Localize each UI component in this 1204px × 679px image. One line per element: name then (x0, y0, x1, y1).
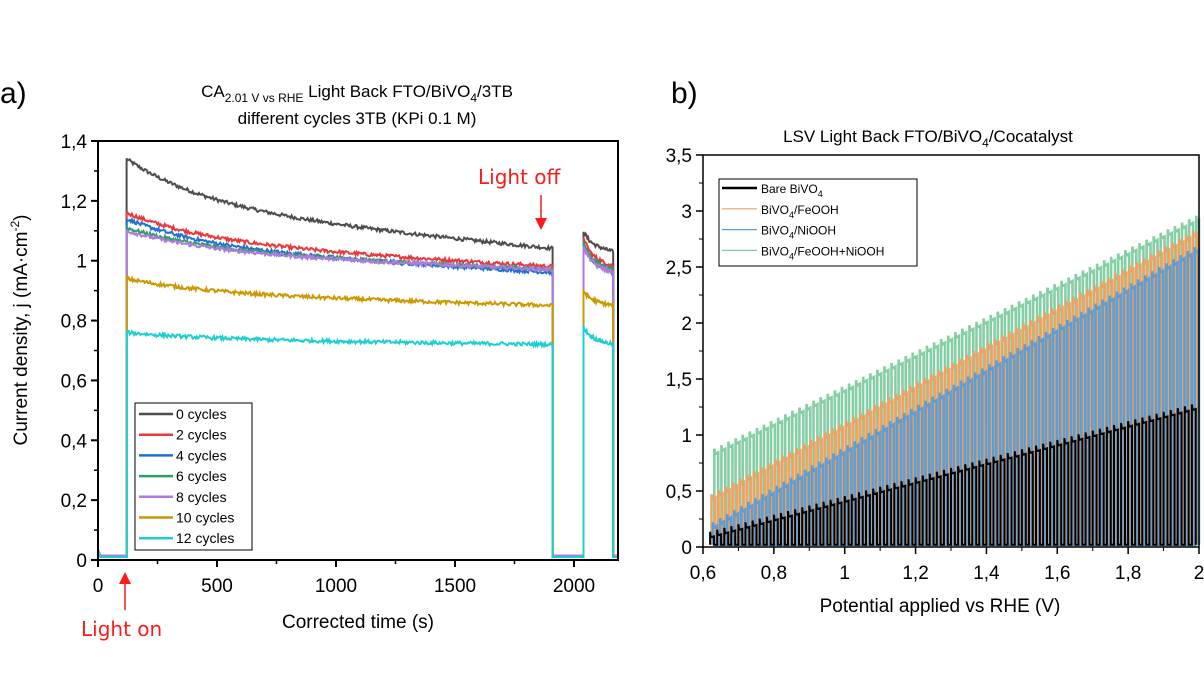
xtick-label-a: 0 (93, 576, 104, 597)
ytick-label-b: 3 (681, 202, 692, 223)
chart-b-xlabel: Potential applied vs RHE (V) (820, 596, 1061, 617)
chart-a-xlabel: Corrected time (s) (282, 612, 434, 633)
xtick-label-a: 500 (201, 576, 233, 597)
series-line-b-0 (709, 404, 1197, 546)
legend-item-a: 6 cycles (176, 468, 227, 484)
ytick-label-b: 3,5 (666, 146, 692, 167)
ytick-label-b: 1,5 (666, 370, 692, 391)
ytick-label-a: 0,2 (61, 491, 87, 512)
chart-b-legend: Bare BiVO4 BiVO4/FeOOH BiVO4/NiOOH BiVO4/Fe… (718, 178, 918, 267)
ytick-label-b: 1 (681, 426, 692, 447)
legend-box-b (718, 178, 918, 267)
xtick-label-a: 1000 (315, 576, 357, 597)
legend-item-b: BiVO4/NiOOH (761, 224, 836, 241)
xtick-label-b: 1,4 (973, 563, 1000, 584)
chart-a-axes: 0 0,2 0,4 0,6 0,8 1 1,2 1,4 0 500 1000 1500 2000 (61, 132, 619, 597)
legend-item-a: 12 cycles (176, 530, 234, 546)
legend-item-a: 10 cycles (176, 510, 234, 526)
title-a-end: /3TB (477, 82, 513, 101)
legend-item-a: 2 cycles (176, 427, 227, 443)
title-b-sub: 4 (982, 136, 989, 150)
ytick-label-a: 0,6 (61, 371, 87, 392)
legend-item-a: 8 cycles (176, 489, 227, 505)
series-line-b-3 (713, 215, 1201, 547)
chart-a-series-group (97, 157, 618, 558)
title-b-pre: LSV Light Back FTO/BiVO (783, 127, 982, 146)
series-line-b-1 (710, 230, 1199, 547)
chart-b-series-group (709, 215, 1201, 547)
xtick-label-b: 1,8 (1115, 563, 1141, 584)
xtick-label-a: 2000 (553, 576, 595, 597)
ytick-label-b: 0 (681, 538, 692, 559)
ylabel-a-end: ) (11, 215, 32, 221)
ytick-label-a: 0 (76, 551, 87, 572)
chart-a-title-line1: CA2.01 V vs RHE Light Back FTO/BiVO4/3TB (201, 82, 513, 105)
arrow-light-on-head (119, 572, 131, 584)
arrow-light-on (119, 572, 131, 610)
chart-a-title-line2: different cycles 3TB (KPi 0.1 M) (238, 109, 477, 128)
title-a-sub2: 4 (470, 91, 477, 105)
series-line-8-cycles (97, 229, 618, 557)
arrow-light-off-head (535, 218, 547, 230)
ytick-label-a: 0,8 (61, 312, 87, 333)
series-line-2-cycles (97, 211, 618, 558)
legend-item-b: BiVO4/FeOOH (761, 203, 839, 220)
xtick-label-b: 1,2 (902, 563, 928, 584)
title-a-sub: 2.01 V vs RHE (225, 91, 304, 105)
chart-a-legend: 0 cycles 2 cycles 4 cycles 6 cycles 8 cycles… (134, 402, 253, 551)
ylabel-a-sup: -2 (8, 221, 22, 232)
annotation-light-off: Light off (478, 165, 562, 189)
xtick-label-b: 1 (839, 563, 850, 584)
series-line-10-cycles (97, 273, 618, 558)
chart-b: b) LSV Light Back FTO/BiVO4/Cocatalyst 0… (666, 77, 1204, 617)
ytick-label-b: 0,5 (666, 482, 692, 503)
series-line-0-cycles (97, 157, 618, 558)
series-line-12-cycles (97, 324, 618, 558)
title-a-main: CA (201, 82, 225, 101)
arrow-light-off (535, 195, 547, 230)
panel-label-b: b) (671, 77, 698, 110)
legend-item-b: BiVO4/FeOOH+NiOOH (761, 244, 884, 261)
ytick-label-a: 1,4 (61, 132, 88, 153)
ylabel-a-main: Current density, j (mA·cm (11, 232, 32, 446)
xtick-label-b: 0,8 (761, 563, 787, 584)
ytick-label-b: 2,5 (666, 258, 692, 279)
ytick-label-a: 1 (76, 252, 87, 273)
ytick-label-a: 0,4 (61, 431, 88, 452)
panel-label-a: a) (0, 77, 27, 110)
xtick-label-b: 0,6 (690, 563, 716, 584)
title-b-end: /Cocatalyst (989, 127, 1073, 146)
legend-item-b: Bare BiVO4 (761, 182, 823, 199)
chart-a-ylabel: Current density, j (mA·cm-2) (8, 215, 32, 446)
xtick-label-a: 1500 (434, 576, 476, 597)
legend-item-a: 0 cycles (176, 406, 227, 422)
series-line-b-2 (711, 246, 1200, 547)
xtick-label-b: 1,6 (1044, 563, 1070, 584)
chart-b-title: LSV Light Back FTO/BiVO4/Cocatalyst (783, 127, 1073, 150)
title-a-rest: Light Back FTO/BiVO (303, 82, 470, 101)
chart-a: a) CA2.01 V vs RHE Light Back FTO/BiVO4/… (0, 77, 619, 641)
chart-b-axes: 0 0,5 1 1,5 2 2,5 3 3,5 0,6 0,8 1 1,2 1,4 1,6 1,8 2 (666, 146, 1204, 584)
annotation-light-on: Light on (81, 617, 162, 641)
ytick-label-b: 2 (681, 314, 692, 335)
ytick-label-a: 1,2 (61, 192, 87, 213)
xtick-label-b: 2 (1194, 563, 1204, 584)
legend-item-a: 4 cycles (176, 447, 227, 463)
